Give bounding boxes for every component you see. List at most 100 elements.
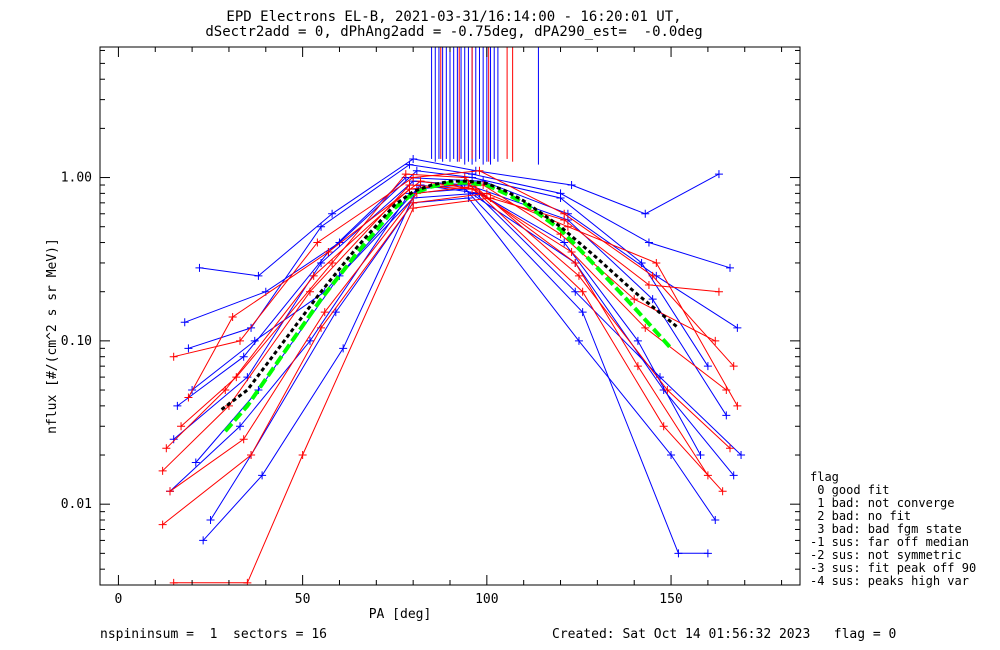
data-point — [560, 215, 569, 224]
data-point — [416, 177, 425, 186]
y-axis-label: nflux [#/(cm^2 s sr MeV)] — [45, 238, 60, 434]
y-tick-label: 0.01 — [61, 497, 92, 512]
series-line — [202, 184, 708, 554]
footer-spin-info: nspininsum = 1 sectors = 16 — [100, 627, 327, 642]
data-point — [571, 287, 580, 296]
series-line — [173, 197, 719, 584]
data-point — [674, 549, 683, 558]
fit-black-line — [220, 179, 680, 411]
data-point — [258, 471, 267, 480]
series-line — [191, 184, 701, 456]
data-point — [648, 295, 657, 304]
data-point — [405, 160, 414, 169]
data-point — [328, 209, 337, 218]
data-point — [733, 401, 742, 410]
flag-legend: flag 0 good fit 1 bad: not converge 2 ba… — [810, 471, 976, 588]
data-point — [578, 287, 587, 296]
data-point — [659, 422, 668, 431]
series-line — [199, 158, 720, 277]
x-tick-label: 150 — [659, 592, 682, 607]
data-point — [574, 336, 583, 345]
data-point — [482, 189, 491, 198]
data-point — [711, 516, 720, 525]
x-tick-label: 50 — [295, 592, 311, 607]
data-point — [722, 411, 731, 420]
series-line — [210, 197, 716, 521]
data-point — [180, 318, 189, 327]
data-point — [574, 271, 583, 280]
series-line — [180, 173, 731, 449]
data-point — [169, 352, 178, 361]
data-point — [641, 209, 650, 218]
series-line — [173, 180, 727, 440]
data-point — [652, 258, 661, 267]
data-point — [663, 386, 672, 395]
legend-line: 0 good fit — [810, 483, 890, 497]
data-point — [648, 271, 657, 280]
data-point — [298, 451, 307, 460]
data-point — [737, 451, 746, 460]
data-point — [696, 451, 705, 460]
data-point — [726, 444, 734, 453]
legend-line: -2 sus: not symmetric — [810, 548, 962, 562]
data-point — [733, 323, 742, 332]
data-point — [320, 308, 329, 317]
series-line — [162, 192, 738, 525]
data-point — [726, 263, 734, 272]
data-point — [339, 344, 348, 353]
data-point — [633, 336, 642, 345]
data-point — [184, 393, 193, 402]
data-point — [317, 222, 326, 231]
legend-line: 1 bad: not converge — [810, 496, 955, 510]
data-point — [309, 271, 318, 280]
data-point — [556, 189, 565, 198]
data-point — [644, 280, 653, 289]
data-point — [729, 362, 738, 371]
data-point — [703, 362, 712, 371]
data-point — [166, 487, 174, 496]
data-point — [335, 238, 344, 247]
data-point — [578, 308, 587, 317]
footer-created-info: Created: Sat Oct 14 01:56:32 2023 flag =… — [552, 627, 897, 642]
y-tick-label: 1.00 — [61, 171, 92, 186]
data-point — [409, 204, 418, 213]
data-point — [567, 181, 576, 190]
data-point — [239, 352, 248, 361]
y-tick-label: 0.10 — [61, 334, 92, 349]
data-point — [317, 323, 326, 332]
data-point — [714, 287, 723, 296]
series-line — [165, 182, 723, 492]
legend-line: -1 sus: far off median — [810, 535, 969, 549]
x-axis-label: PA [deg] — [369, 607, 432, 622]
data-point — [158, 466, 167, 475]
data-point — [184, 344, 193, 353]
data-point — [317, 258, 326, 267]
data-point — [567, 248, 576, 257]
data-point — [328, 258, 337, 267]
data-point — [239, 435, 248, 444]
data-point — [560, 238, 569, 247]
data-point — [401, 170, 410, 179]
legend-line: 3 bad: bad fgm state — [810, 522, 962, 536]
legend-line: -4 sus: peaks high var — [810, 574, 969, 588]
data-point — [563, 222, 572, 231]
chart-title-line2: dSectr2add = 0, dPhAng2add = -0.75deg, d… — [205, 24, 703, 40]
data-point — [471, 185, 480, 194]
data-point — [714, 170, 723, 179]
data-point — [641, 323, 650, 332]
data-point — [173, 401, 182, 410]
legend-line: -3 sus: fit peak off 90 — [810, 561, 977, 575]
data-point — [228, 312, 237, 321]
series-line — [188, 164, 731, 349]
series-line — [177, 176, 738, 407]
data-point — [254, 271, 263, 280]
chart-title-line1: EPD Electrons EL-B, 2021-03-31/16:14:00 … — [226, 9, 682, 25]
data-point — [718, 487, 727, 496]
data-point — [711, 336, 720, 345]
data-point — [236, 422, 244, 431]
data-point — [475, 166, 484, 175]
data-point — [195, 263, 204, 272]
legend-line: flag — [810, 470, 839, 484]
data-point — [630, 295, 639, 304]
data-point — [313, 238, 322, 247]
